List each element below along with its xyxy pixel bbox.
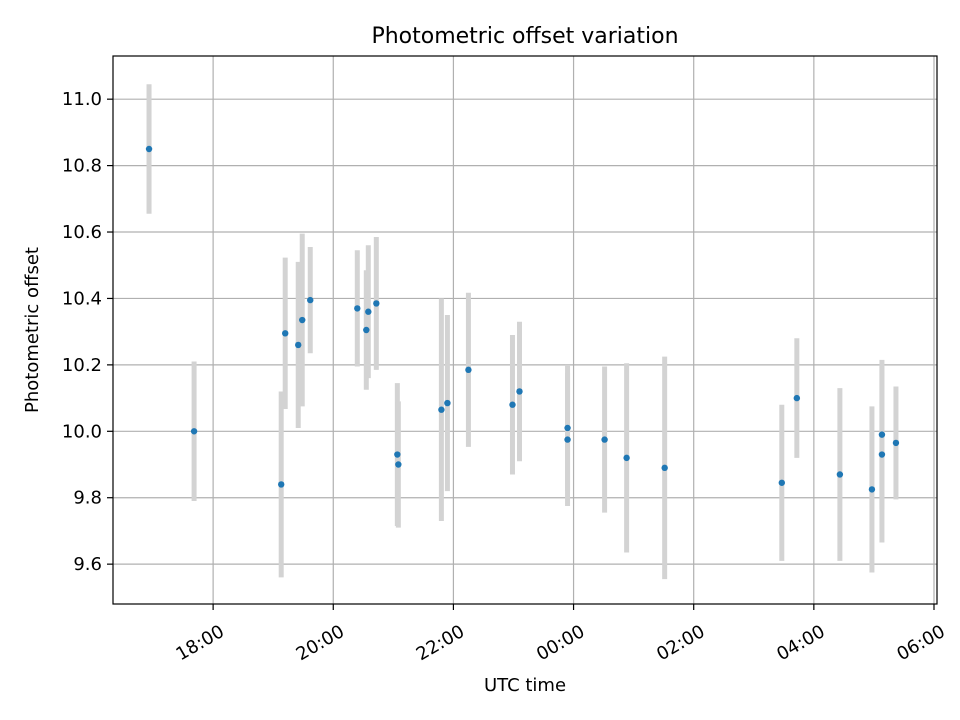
data-point — [278, 481, 285, 488]
y-tick-label: 10.2 — [62, 355, 102, 376]
data-point — [438, 406, 445, 413]
data-point — [465, 366, 472, 374]
data-point — [868, 486, 876, 493]
chart-title: Photometric offset variation — [371, 24, 678, 49]
x-tick-label: 00:00 — [533, 621, 588, 665]
data-point — [373, 300, 380, 307]
x-axis-label: UTC time — [484, 675, 566, 696]
data-point — [623, 454, 630, 462]
data-point — [516, 388, 523, 395]
data-point — [295, 341, 302, 349]
data-point — [363, 326, 370, 334]
data-point — [365, 308, 372, 315]
data-point — [444, 399, 451, 407]
y-tick-label: 10.4 — [62, 288, 102, 309]
data-point — [661, 464, 668, 472]
data-point — [282, 330, 289, 337]
x-tick-label: 22:00 — [413, 621, 468, 665]
x-tick-label: 18:00 — [172, 621, 227, 665]
data-point — [190, 428, 198, 435]
data-point — [395, 461, 402, 468]
x-tick-label: 06:00 — [893, 621, 948, 665]
data-point — [394, 451, 401, 458]
data-point — [564, 424, 571, 432]
y-tick-label: 11.0 — [62, 89, 102, 110]
grid — [113, 56, 937, 604]
data-point — [892, 439, 900, 447]
data-point — [778, 479, 786, 486]
data-point — [509, 401, 516, 408]
y-axis-label: Photometric offset — [22, 247, 43, 413]
data-point — [564, 436, 571, 443]
data-point — [878, 451, 886, 458]
y-tick-label: 10.0 — [62, 421, 102, 442]
error-bars — [146, 84, 899, 580]
y-tick-label: 9.6 — [73, 554, 102, 575]
data-point — [299, 316, 306, 324]
data-point — [145, 145, 153, 153]
y-tick-label: 9.8 — [73, 488, 102, 509]
plot-area-frame — [112, 55, 938, 605]
data-point — [793, 394, 801, 402]
data-point — [354, 305, 361, 312]
x-tick-label: 04:00 — [773, 621, 828, 665]
data-point — [878, 431, 886, 438]
data-point — [601, 436, 608, 443]
x-tick-label: 02:00 — [653, 621, 708, 665]
y-tick-label: 10.6 — [62, 222, 102, 243]
x-tick-label: 20:00 — [293, 621, 348, 665]
data-point — [307, 296, 314, 304]
data-point — [836, 471, 844, 478]
y-tick-label: 10.8 — [62, 156, 102, 177]
data-points — [145, 145, 900, 493]
